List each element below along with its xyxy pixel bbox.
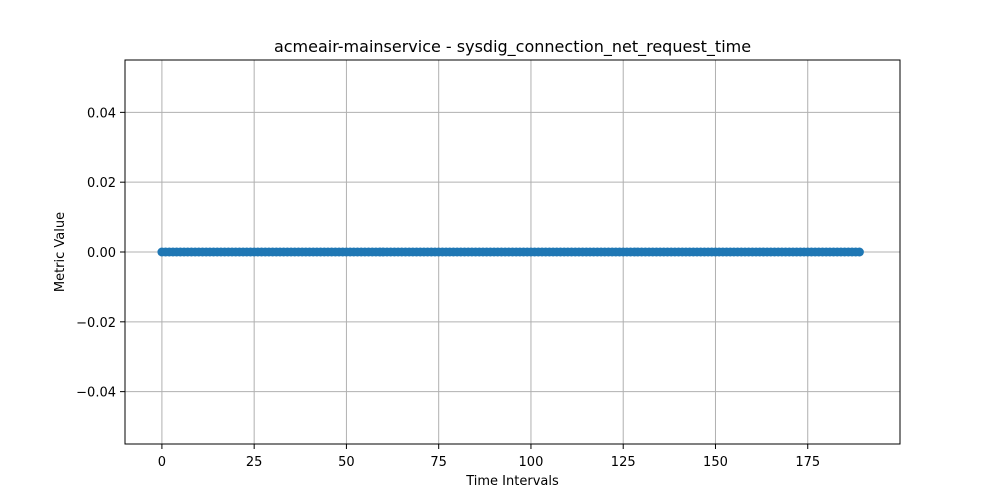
x-tick-label: 175	[795, 455, 820, 470]
x-tick-label: 75	[430, 455, 447, 470]
x-tick-label: 0	[158, 455, 166, 470]
chart-title: acmeair-mainservice - sysdig_connection_…	[274, 37, 751, 57]
data-point	[854, 247, 864, 257]
y-tick-label: −0.02	[76, 316, 116, 331]
y-tick-label: −0.04	[76, 386, 116, 401]
x-tick-label: 125	[611, 455, 636, 470]
ticks-layer: 0 25 50 75 100 125 150 175 −0.04 −0.02 0.00 0.02 0.0…	[76, 106, 820, 470]
y-tick-label: 0.00	[87, 246, 116, 261]
y-axis-label: Metric Value	[53, 212, 68, 292]
x-tick-label: 25	[246, 455, 263, 470]
x-tick-label: 150	[703, 455, 728, 470]
x-axis-label: Time Intervals	[465, 474, 559, 489]
x-tick-label: 100	[519, 455, 544, 470]
x-tick-label: 50	[338, 455, 355, 470]
data-layer	[157, 247, 864, 257]
y-tick-label: 0.04	[87, 106, 116, 121]
y-tick-label: 0.02	[87, 176, 116, 191]
